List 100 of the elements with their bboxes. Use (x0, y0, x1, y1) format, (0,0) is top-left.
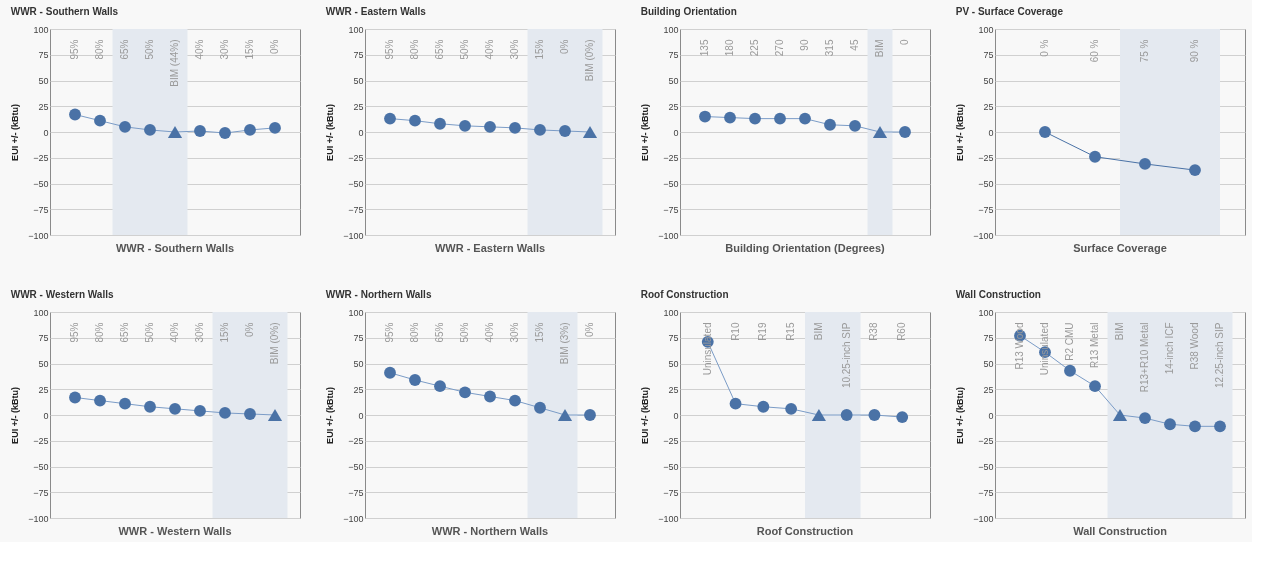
chart-title: PV - Surface Coverage (955, 6, 1064, 17)
y-tick-label: 75 (668, 50, 679, 61)
point (1189, 164, 1201, 177)
x-axis-title: Building Orientation (Degrees) (725, 242, 886, 254)
point (69, 391, 81, 404)
y-tick-label: 100 (33, 24, 49, 35)
x-tick-label: 15% (219, 322, 230, 343)
x-tick-label: BIM (44%) (169, 39, 180, 87)
x-tick-label: 0% (584, 322, 595, 337)
x-tick-label: 315 (824, 39, 835, 57)
y-tick-label: −100 (973, 230, 994, 241)
point (1139, 158, 1151, 170)
chart-title: Wall Construction (955, 289, 1041, 300)
point (119, 397, 131, 410)
y-axis-title: EUI +/- (kBtu) (325, 104, 336, 161)
y-tick-label: 50 (353, 359, 364, 369)
x-tick-label: BIM (874, 39, 885, 58)
y-tick-label: 100 (978, 307, 994, 318)
point (69, 108, 81, 121)
point (811, 408, 826, 422)
point (267, 408, 283, 422)
y-axis-title: EUI +/- (kBtu) (325, 387, 336, 444)
x-axis-title: Roof Construction (756, 525, 854, 537)
y-tick-label: 100 (33, 307, 49, 318)
x-tick-label: BIM (0%) (269, 322, 280, 365)
y-tick-label: 100 (663, 307, 679, 318)
x-tick-label: BIM (3%) (559, 322, 570, 365)
point (896, 411, 909, 423)
y-axis-title: EUI +/- (kBtu) (10, 387, 21, 444)
x-tick-label: 14-inch ICF (1164, 322, 1175, 375)
point (244, 124, 256, 136)
chart-title: Building Orientation (640, 6, 737, 17)
x-tick-label: R2 CMU (1064, 322, 1075, 361)
point (749, 112, 761, 125)
point (219, 127, 231, 139)
y-axis-title: EUI +/- (kBtu) (955, 104, 966, 161)
point (484, 120, 496, 133)
y-tick-label: −25 (663, 153, 679, 164)
y-tick-label: 25 (353, 384, 364, 395)
x-tick-label: 80% (94, 322, 105, 343)
x-tick-label: 50% (144, 322, 155, 343)
point (144, 400, 156, 413)
x-axis-title: WWR - Southern Walls (115, 242, 235, 254)
x-tick-label: 40% (484, 322, 495, 343)
y-tick-label: −100 (28, 230, 49, 241)
x-axis-title: Wall Construction (1073, 525, 1168, 537)
x-axis-title: Surface Coverage (1073, 242, 1167, 254)
x-tick-label: 75 % (1139, 39, 1150, 63)
point (119, 120, 131, 133)
y-tick-label: 75 (668, 333, 679, 344)
point (899, 126, 911, 138)
point (799, 112, 811, 125)
point (1064, 364, 1076, 377)
x-tick-label: 65% (434, 322, 445, 343)
y-tick-label: 0 (988, 127, 994, 138)
x-tick-label: 225 (749, 39, 760, 57)
y-tick-label: 25 (38, 384, 49, 395)
x-tick-label: 80% (409, 39, 420, 60)
point (384, 366, 396, 379)
y-tick-label: −75 (663, 204, 679, 215)
y-tick-label: −100 (343, 513, 364, 524)
y-tick-label: 50 (983, 76, 994, 86)
x-tick-label: R13 Metal (1089, 322, 1100, 369)
x-tick-label: 0% (244, 322, 255, 337)
x-tick-label: 80% (409, 322, 420, 343)
point (724, 111, 736, 124)
y-tick-label: 25 (38, 101, 49, 112)
y-axis-title: EUI +/- (kBtu) (955, 387, 966, 444)
x-tick-label: 12.25-inch SIP (1214, 322, 1225, 389)
y-tick-label: 75 (38, 50, 49, 61)
point (409, 374, 421, 386)
x-tick-label: 50% (459, 322, 470, 343)
y-tick-label: 50 (38, 76, 49, 86)
point (484, 390, 496, 403)
y-tick-label: −100 (658, 230, 679, 241)
x-tick-label: 95% (384, 322, 395, 343)
y-tick-label: −25 (33, 153, 49, 164)
x-tick-label: 180 (724, 39, 735, 57)
x-tick-label: 95% (69, 39, 80, 60)
x-tick-label: 80% (94, 39, 105, 60)
y-tick-label: 50 (983, 359, 994, 369)
y-axis-title: EUI +/- (kBtu) (640, 387, 651, 444)
y-tick-label: −25 (348, 436, 364, 447)
y-tick-label: −100 (28, 513, 49, 524)
x-tick-label: 50% (144, 39, 155, 60)
point (1139, 412, 1151, 424)
y-tick-label: 25 (668, 101, 679, 112)
point (785, 402, 798, 415)
y-tick-label: 50 (668, 359, 679, 369)
x-tick-label: BIM (1114, 322, 1125, 341)
x-tick-label: BIM (0%) (584, 39, 595, 82)
chart-title: WWR - Eastern Walls (325, 6, 427, 17)
chart-title: WWR - Northern Walls (325, 289, 432, 300)
point (557, 408, 573, 422)
y-tick-label: 50 (668, 76, 679, 86)
y-tick-label: 0 (43, 127, 49, 138)
x-tick-label: 15% (244, 39, 255, 60)
x-tick-label: R19 (757, 322, 769, 341)
y-tick-label: −75 (663, 487, 679, 498)
y-tick-label: 75 (38, 333, 49, 344)
